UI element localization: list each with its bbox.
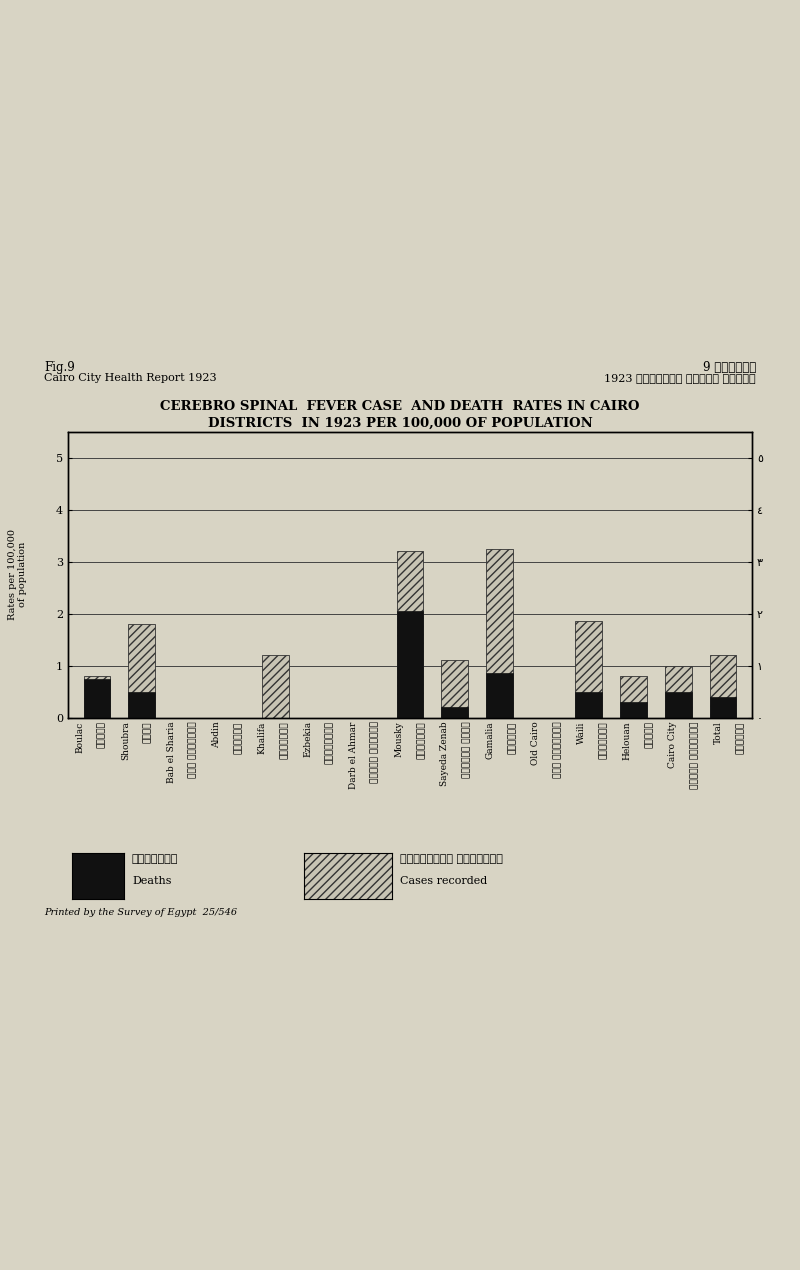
Text: Ezbekia: Ezbekia (303, 721, 312, 757)
Text: الوفيات: الوفيات (132, 853, 178, 864)
Text: Cairo City Health Report 1923: Cairo City Health Report 1923 (44, 373, 217, 384)
Text: السكان: السكان (736, 721, 745, 753)
Text: Boulac: Boulac (75, 721, 85, 753)
Text: حلوان: حلوان (645, 721, 654, 748)
Text: Cairo City: Cairo City (668, 721, 677, 768)
Bar (84, 676, 110, 718)
Text: باب الشعرية: باب الشعرية (189, 721, 198, 779)
Bar (84, 678, 110, 718)
Text: CEREBRO SPINAL  FEVER CASE  AND DEATH  RATES IN CAIRO: CEREBRO SPINAL FEVER CASE AND DEATH RATE… (160, 400, 640, 413)
Text: Cases recorded: Cases recorded (400, 876, 487, 886)
Bar (575, 621, 602, 718)
Text: Waili: Waili (577, 721, 586, 744)
Text: جمالية: جمالية (507, 721, 517, 753)
Text: Bab el Sharia: Bab el Sharia (166, 721, 175, 784)
Text: Total: Total (714, 721, 723, 744)
Bar (128, 624, 155, 718)
Text: Gamalia: Gamalia (486, 721, 494, 759)
Text: Abdin: Abdin (212, 721, 221, 748)
Text: DISTRICTS  IN 1923 PER 100,000 OF POPULATION: DISTRICTS IN 1923 PER 100,000 OF POPULAT… (208, 417, 592, 429)
Bar (442, 660, 468, 718)
Text: Printed by the Survey of Egypt  25/546: Printed by the Survey of Egypt 25/546 (44, 908, 237, 917)
Bar (262, 655, 290, 718)
Text: الإصابات المدونة: الإصابات المدونة (400, 853, 503, 864)
Text: Khalifa: Khalifa (258, 721, 267, 753)
Text: مدينة القاهرة: مدينة القاهرة (690, 721, 699, 789)
Text: Mousky: Mousky (394, 721, 403, 757)
Bar (710, 697, 736, 718)
Text: Deaths: Deaths (132, 876, 171, 886)
Text: الوايلي: الوايلي (598, 721, 608, 759)
Bar (620, 676, 647, 718)
Text: السيدة زينب: السيدة زينب (462, 721, 471, 779)
Text: 1923 ةرهاقلا ةنيدم ريرقت: 1923 ةرهاقلا ةنيدم ريرقت (604, 373, 756, 384)
Text: الخليفة: الخليفة (280, 721, 289, 759)
Text: Darb el Ahmar: Darb el Ahmar (349, 721, 358, 789)
Bar (620, 702, 647, 718)
Bar (665, 665, 692, 718)
Bar (575, 692, 602, 718)
Bar (128, 692, 155, 718)
Text: الدرب الأحمر: الدرب الأحمر (371, 721, 380, 784)
Bar (397, 611, 423, 718)
Text: مصر القديمة: مصر القديمة (553, 721, 562, 779)
Text: عابدين: عابدين (234, 721, 243, 753)
Bar (397, 551, 423, 718)
Text: Fig.9: Fig.9 (44, 361, 74, 373)
Bar (665, 692, 692, 718)
Bar (710, 655, 736, 718)
Text: الموسكي: الموسكي (416, 721, 426, 759)
Text: 9 ملكشلا: 9 ملكشلا (702, 361, 756, 373)
Bar (486, 549, 513, 718)
Text: Sayeda Zenab: Sayeda Zenab (440, 721, 450, 786)
Text: الأزبكية: الأزبكية (325, 721, 334, 765)
Bar (442, 707, 468, 718)
Bar (486, 673, 513, 718)
Text: Helouan: Helouan (622, 721, 632, 759)
Text: Old Cairo: Old Cairo (531, 721, 540, 765)
Text: Shoubra: Shoubra (121, 721, 130, 761)
Text: بولاق: بولاق (98, 721, 106, 748)
Text: شبرا: شبرا (143, 721, 152, 743)
Text: Rates per 100,000
of population: Rates per 100,000 of population (8, 530, 27, 620)
